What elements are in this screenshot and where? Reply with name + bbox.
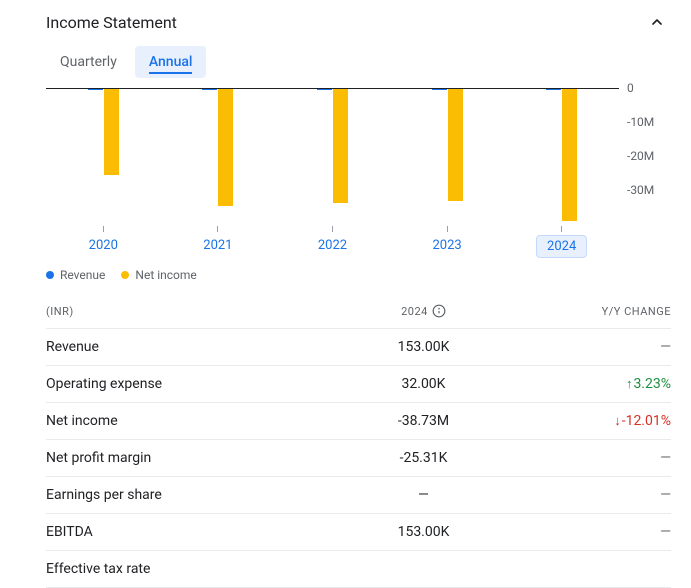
table-body: Revenue153.00K—Operating expense32.00K↑3… xyxy=(46,329,671,588)
income-chart: 0-10M-20M-30M 20202021202220232024 xyxy=(46,88,671,258)
bar-revenue[interactable] xyxy=(432,89,447,90)
xaxis-tick xyxy=(103,226,104,232)
bar-net-income[interactable] xyxy=(448,89,463,201)
bar-revenue[interactable] xyxy=(202,89,217,90)
collapse-toggle[interactable] xyxy=(643,8,671,36)
arrow-up-icon: ↑ xyxy=(626,377,633,392)
table-row: Revenue153.00K— xyxy=(46,329,671,366)
yaxis-label: -20M xyxy=(627,149,654,163)
table-row: Net profit margin-25.31K— xyxy=(46,440,671,477)
info-icon xyxy=(432,304,446,318)
table-row: Effective tax rate xyxy=(46,551,671,588)
income-statement-panel: Income Statement Quarterly Annual 0 -10M -… xyxy=(0,0,691,588)
xaxis-tick xyxy=(561,226,562,232)
legend-dot-net-income xyxy=(121,271,129,279)
metric-name: Revenue xyxy=(46,339,316,355)
chart-xticks xyxy=(46,226,619,234)
metric-name: Net profit margin xyxy=(46,450,316,466)
period-tabs: Quarterly Annual xyxy=(46,42,671,88)
tab-quarterly[interactable]: Quarterly xyxy=(46,46,131,78)
metric-name: EBITDA xyxy=(46,524,316,540)
metric-change: — xyxy=(531,524,671,540)
metric-change: ↑3.23% xyxy=(531,376,671,392)
metric-name: Operating expense xyxy=(46,376,316,392)
table-row: Net income-38.73M↓-12.01% xyxy=(46,403,671,440)
metric-value: 32.00K xyxy=(316,376,531,392)
legend-item-revenue: Revenue xyxy=(46,268,105,282)
bar-group xyxy=(161,89,276,224)
chart-bars xyxy=(46,89,619,224)
year-info-button[interactable] xyxy=(432,304,446,318)
bar-revenue[interactable] xyxy=(546,89,561,90)
xaxis-tick xyxy=(332,226,333,232)
legend-label-revenue: Revenue xyxy=(60,268,105,282)
xaxis-tick xyxy=(447,226,448,232)
metric-value: 153.00K xyxy=(316,524,531,540)
bar-group xyxy=(390,89,505,224)
metric-change: — xyxy=(531,339,671,355)
metric-name: Net income xyxy=(46,413,316,429)
tab-annual[interactable]: Annual xyxy=(135,46,207,78)
panel-header: Income Statement xyxy=(46,0,671,42)
chart-legend: Revenue Net income xyxy=(46,258,671,296)
header-change: Y/Y CHANGE xyxy=(531,305,671,318)
table-row: Earnings per share—— xyxy=(46,477,671,514)
metric-name: Earnings per share xyxy=(46,487,316,503)
table-header: (INR) 2024 Y/Y CHANGE xyxy=(46,296,671,329)
metric-value: -38.73M xyxy=(316,413,531,429)
yaxis-label: -30M xyxy=(627,183,654,197)
chart-xaxis: 2020 2021 2022 2023 2024 xyxy=(46,235,619,258)
header-year: 2024 xyxy=(316,304,531,318)
yaxis-label: -10M xyxy=(627,115,654,129)
legend-label-net-income: Net income xyxy=(135,268,196,282)
bar-group xyxy=(46,89,161,224)
bar-net-income[interactable] xyxy=(218,89,233,206)
bar-net-income[interactable] xyxy=(333,89,348,203)
header-year-label: 2024 xyxy=(401,305,428,318)
table-row: Operating expense32.00K↑3.23% xyxy=(46,366,671,403)
arrow-down-icon: ↓ xyxy=(614,414,621,429)
metric-change: — xyxy=(531,450,671,466)
header-currency: (INR) xyxy=(46,305,316,318)
metric-value: — xyxy=(316,487,531,503)
metric-value: -25.31K xyxy=(316,450,531,466)
xaxis-label[interactable]: 2021 xyxy=(193,235,242,258)
bar-net-income[interactable] xyxy=(562,89,577,221)
bar-net-income[interactable] xyxy=(104,89,119,175)
metric-value: 153.00K xyxy=(316,339,531,355)
financials-table: (INR) 2024 Y/Y CHANGE Revenue153.00K—Ope… xyxy=(46,296,671,588)
xaxis-label[interactable]: 2023 xyxy=(422,235,471,258)
metric-change: — xyxy=(531,487,671,503)
xaxis-label[interactable]: 2020 xyxy=(79,235,128,258)
legend-dot-revenue xyxy=(46,271,54,279)
panel-title: Income Statement xyxy=(46,13,177,32)
chevron-up-icon xyxy=(649,14,665,30)
metric-name: Effective tax rate xyxy=(46,561,316,577)
xaxis-tick xyxy=(217,226,218,232)
bar-revenue[interactable] xyxy=(88,89,103,90)
chart-plot-area xyxy=(46,88,619,224)
xaxis-label[interactable]: 2024 xyxy=(536,235,587,258)
bar-group xyxy=(504,89,619,224)
bar-revenue[interactable] xyxy=(317,89,332,90)
table-row: EBITDA153.00K— xyxy=(46,514,671,551)
yaxis-label: 0 xyxy=(627,81,634,95)
xaxis-label[interactable]: 2022 xyxy=(308,235,357,258)
chart-yaxis: 0-10M-20M-30M xyxy=(623,88,671,224)
legend-item-net-income: Net income xyxy=(121,268,196,282)
bar-group xyxy=(275,89,390,224)
metric-change: ↓-12.01% xyxy=(531,413,671,429)
